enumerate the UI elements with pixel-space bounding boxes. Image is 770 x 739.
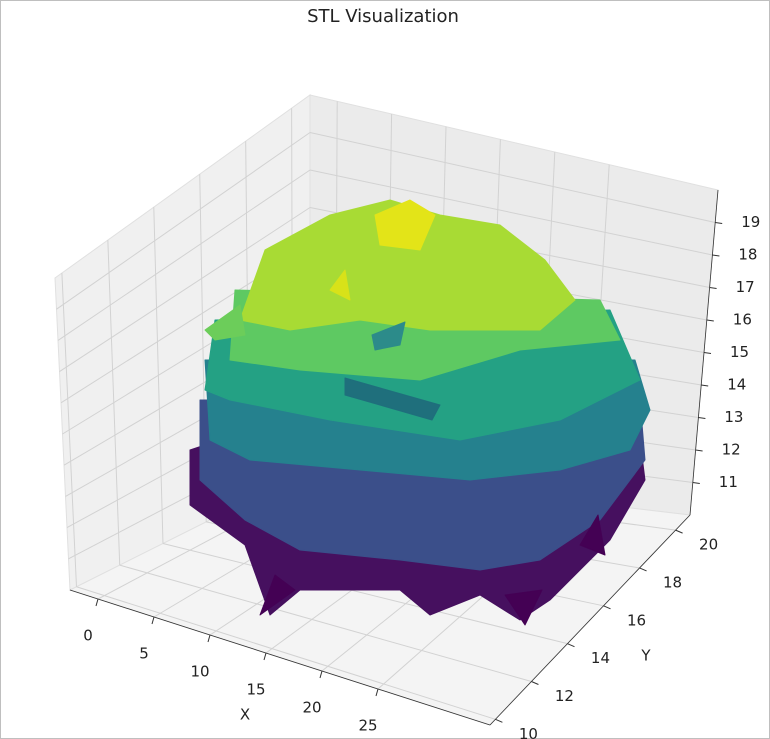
y-tick <box>639 567 647 572</box>
y-tick <box>567 643 575 648</box>
grid-line <box>162 543 568 645</box>
y-tick-label: 12 <box>555 687 574 705</box>
z-tick <box>712 254 720 257</box>
x-tick-label: 20 <box>302 699 321 717</box>
z-tick-label: 14 <box>727 376 746 394</box>
z-tick <box>695 449 703 452</box>
y-tick <box>531 681 539 685</box>
x-tick-label: 10 <box>190 663 209 681</box>
surface-facet <box>374 199 436 251</box>
y-tick-label: 10 <box>519 725 538 739</box>
z-tick-label: 12 <box>722 441 741 459</box>
surface-facet <box>329 269 351 301</box>
z-tick <box>709 287 717 289</box>
y-axis-label: Y <box>640 647 651 665</box>
surface-facet <box>344 377 441 421</box>
z-tick-label: 16 <box>733 311 752 329</box>
x-tick <box>319 670 323 679</box>
surface-facet <box>259 574 296 616</box>
z-tick-label: 19 <box>741 213 760 231</box>
grid-line <box>309 169 713 256</box>
x-tick <box>375 688 379 697</box>
y-tick <box>603 605 611 610</box>
grid-line <box>309 132 716 223</box>
y-tick-label: 20 <box>699 536 718 554</box>
x-tick-label: 5 <box>139 645 149 663</box>
x-axis-line <box>69 589 491 726</box>
y-tick-label: 14 <box>591 649 610 667</box>
z-tick <box>715 222 723 224</box>
x-tick <box>151 616 155 625</box>
z-tick <box>706 319 714 322</box>
y-tick <box>495 718 503 723</box>
grid-line <box>59 207 311 373</box>
surface <box>189 199 651 626</box>
z-tick-label: 15 <box>730 343 749 361</box>
x-tick <box>207 634 211 643</box>
x-tick-label: 15 <box>246 681 265 699</box>
y-tick-label: 16 <box>627 611 646 629</box>
surface-facet <box>204 304 246 341</box>
z-axis-line <box>689 189 719 516</box>
grid-line <box>57 169 311 341</box>
z-tick <box>692 482 700 484</box>
grid-line <box>76 586 496 720</box>
y-tick <box>675 529 683 534</box>
surface-facet <box>579 514 606 556</box>
x-tick-label: 0 <box>83 627 93 645</box>
x-tick-label: 25 <box>358 717 377 735</box>
x-tick <box>95 598 99 607</box>
y-tick-label: 18 <box>663 573 682 591</box>
z-tick <box>703 352 712 354</box>
z-tick-label: 11 <box>719 473 738 491</box>
grid-line <box>56 132 311 310</box>
x-tick <box>263 652 267 661</box>
chart-title: STL Visualization <box>307 6 459 27</box>
z-tick-label: 18 <box>738 246 757 264</box>
grid-line <box>119 564 532 682</box>
z-tick <box>698 417 706 419</box>
y-axis-line <box>489 514 691 726</box>
z-tick <box>701 384 709 387</box>
z-tick-label: 17 <box>736 278 755 296</box>
x-axis-label: X <box>240 706 250 724</box>
surface-facet <box>504 589 543 626</box>
z-tick-label: 13 <box>724 408 743 426</box>
surface-facet <box>371 321 406 351</box>
surface-facet <box>239 199 576 331</box>
